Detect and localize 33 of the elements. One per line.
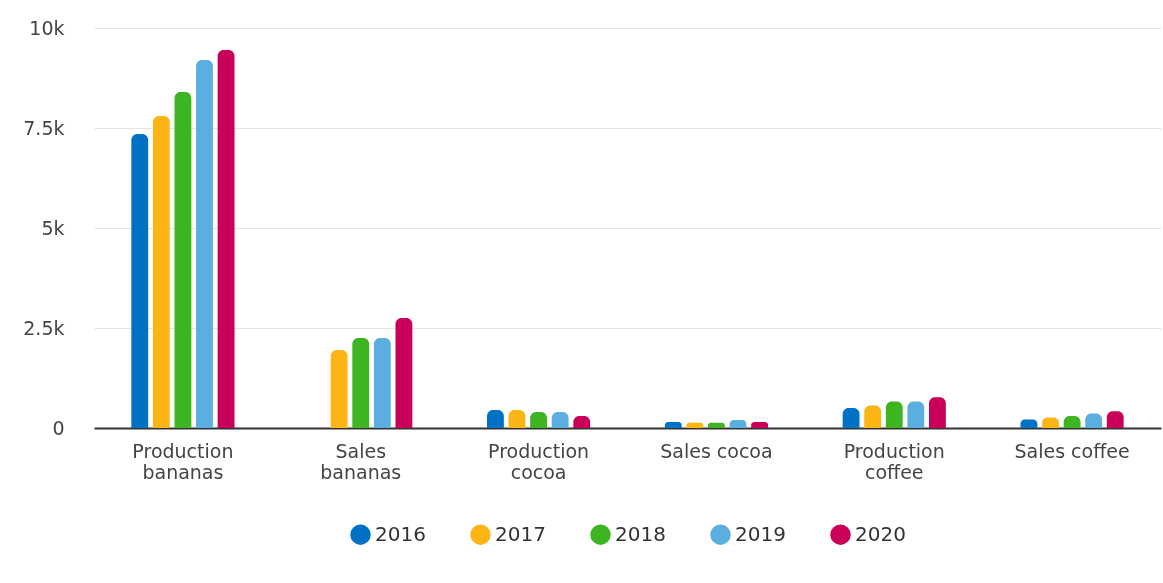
bar	[395, 318, 413, 428]
bar	[196, 60, 213, 428]
bar	[352, 338, 370, 428]
bar	[842, 408, 860, 428]
bar	[217, 50, 235, 428]
bar	[508, 410, 526, 428]
legend-label: 2016	[375, 521, 426, 546]
bar	[864, 405, 882, 428]
x-tick-label: Production bananas	[132, 439, 234, 483]
bar	[885, 401, 903, 428]
y-tick-label: 0	[52, 416, 65, 439]
y-tick-label: 5k	[41, 216, 65, 239]
y-tick-label: 7.5k	[23, 116, 65, 139]
legend-label: 2019	[735, 521, 786, 546]
bar	[174, 92, 192, 428]
x-tick-label: Sales coffee	[1014, 439, 1130, 462]
bar	[928, 397, 946, 428]
legend-label: 2020	[855, 521, 906, 546]
legend-label: 2018	[615, 521, 666, 546]
y-tick-label: 2.5k	[23, 316, 65, 339]
x-tick-label: Sales bananas	[320, 439, 402, 483]
bar	[131, 134, 149, 428]
bar	[1106, 411, 1124, 428]
x-tick-label: Production coffee	[843, 439, 945, 483]
bar	[152, 116, 170, 428]
x-tick-label: Sales cocoa	[660, 439, 773, 462]
x-tick-label: Production cocoa	[488, 439, 590, 483]
y-tick-label: 10k	[29, 16, 65, 39]
bar	[373, 338, 391, 428]
legend-label: 2017	[495, 521, 546, 546]
bar	[907, 401, 925, 428]
bar	[487, 410, 504, 428]
bar	[330, 350, 348, 428]
